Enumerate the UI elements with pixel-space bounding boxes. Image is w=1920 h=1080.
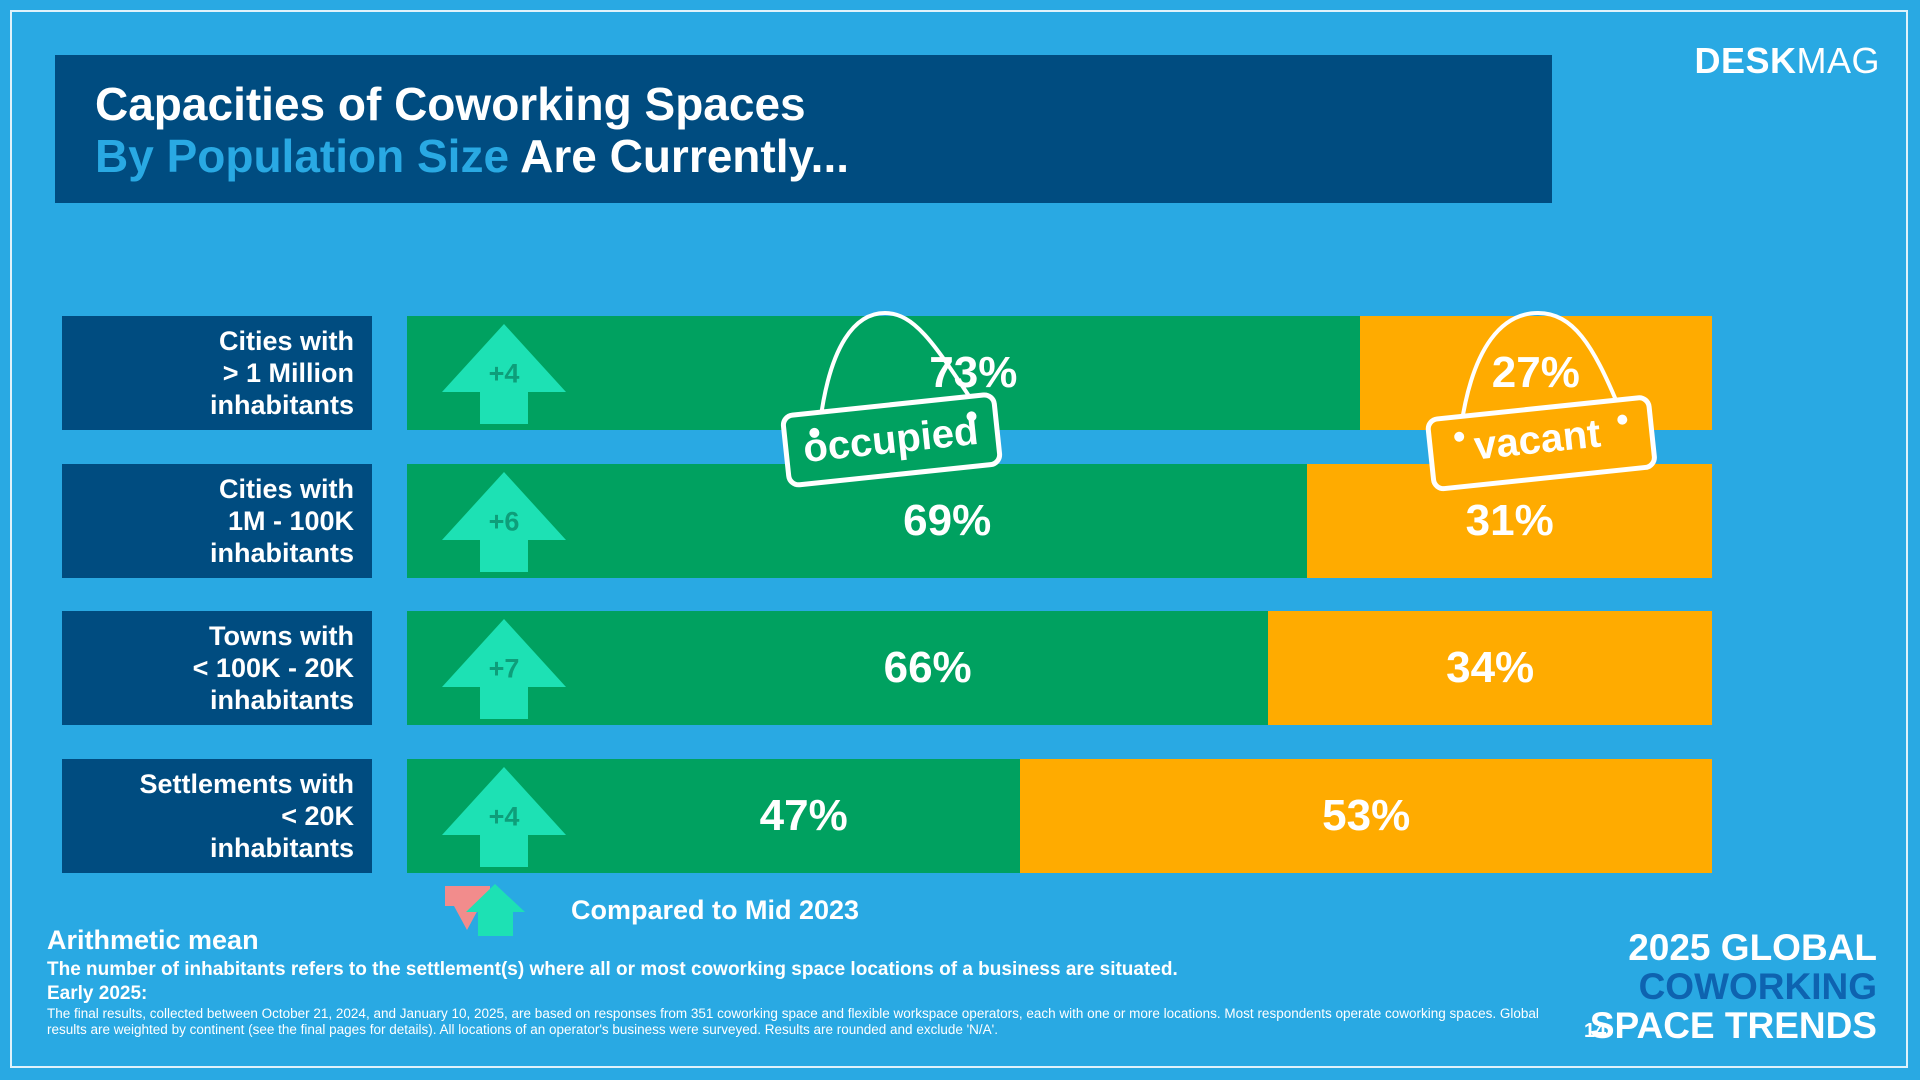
legend-change-icon xyxy=(445,884,525,936)
category-label-line: > 1 Million xyxy=(222,358,354,388)
value-label-vacant: 34% xyxy=(1446,643,1535,692)
bar-row: 47% 53% +4 xyxy=(407,759,1712,873)
footnote-inhabitants: The number of inhabitants refers to the … xyxy=(47,959,1178,980)
change-up-arrow-icon xyxy=(442,472,566,572)
change-value: +4 xyxy=(488,801,520,832)
category-label-line: < 100K - 20K xyxy=(192,653,354,683)
report-title: 2025 GLOBAL COWORKING SPACE TRENDS xyxy=(1590,928,1877,1045)
category-label-line: < 20K xyxy=(281,801,354,831)
page-number: 14 xyxy=(1584,1020,1607,1042)
bar-occupied xyxy=(407,611,1269,725)
change-value: +4 xyxy=(488,358,520,389)
category-label-line: Towns with xyxy=(209,621,354,651)
chart-subtitle: By Population Size Are Currently... xyxy=(95,129,849,183)
category-label: Towns with < 100K - 20K inhabitants xyxy=(62,611,372,725)
footnote-heading: Arithmetic mean xyxy=(47,925,259,955)
legend-label: Compared to Mid 2023 xyxy=(571,895,860,925)
value-label-vacant: 31% xyxy=(1465,496,1554,545)
category-label: Cities with > 1 Million inhabitants xyxy=(62,316,372,430)
change-value: +7 xyxy=(488,653,520,684)
change-up-arrow-icon xyxy=(442,324,566,424)
bar-row: 66% 34% +7 xyxy=(407,611,1712,725)
value-label-occupied: 47% xyxy=(759,791,848,840)
brand-logo: DESKMAG xyxy=(1694,40,1880,82)
bar-vacant xyxy=(1020,759,1712,873)
category-label-line: inhabitants xyxy=(209,685,354,715)
brand-light: MAG xyxy=(1796,40,1880,81)
change-up-arrow-icon xyxy=(442,619,566,719)
category-label-line: inhabitants xyxy=(209,833,354,863)
value-label-occupied: 69% xyxy=(903,496,992,545)
report-title-line1: 2025 GLOBAL xyxy=(1628,927,1877,968)
category-label-line: Cities with xyxy=(218,474,354,504)
subtitle-rest: Are Currently... xyxy=(509,130,850,182)
slide-frame xyxy=(10,10,1908,1068)
category-label-line: inhabitants xyxy=(209,390,354,420)
category-label-line: Settlements with xyxy=(139,769,354,799)
value-label-vacant: 53% xyxy=(1322,791,1411,840)
report-title-line3: SPACE TRENDS xyxy=(1589,1005,1877,1046)
occupied-tag xyxy=(780,310,1003,488)
title-box: Capacities of Coworking Spaces By Popula… xyxy=(55,55,1552,203)
category-label-line: inhabitants xyxy=(209,538,354,568)
change-value: +6 xyxy=(488,506,520,537)
footnote-methodology: The final results, collected between Oct… xyxy=(47,1006,1539,1037)
category-label: Settlements with < 20K inhabitants xyxy=(62,759,372,873)
chart-title: Capacities of Coworking Spaces xyxy=(95,78,806,130)
category-label-line: 1M - 100K xyxy=(227,506,354,536)
category-label-line: Cities with xyxy=(218,326,354,356)
subtitle-accent: By Population Size xyxy=(95,130,510,182)
brand-bold: DESK xyxy=(1694,40,1797,81)
value-label-vacant: 27% xyxy=(1491,348,1580,397)
change-up-arrow-icon xyxy=(442,767,566,867)
bar-occupied xyxy=(407,464,1308,578)
footnote-early-label: Early 2025: xyxy=(47,983,148,1004)
bar-vacant xyxy=(1268,611,1712,725)
report-title-line2: COWORKING xyxy=(1638,966,1877,1007)
value-label-occupied: 66% xyxy=(883,643,972,692)
vacant-tag xyxy=(1425,310,1657,492)
category-label: Cities with 1M - 100K inhabitants xyxy=(62,464,372,578)
